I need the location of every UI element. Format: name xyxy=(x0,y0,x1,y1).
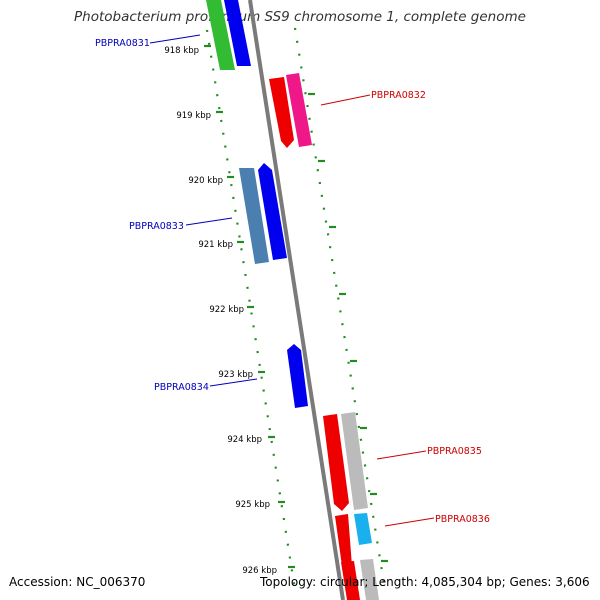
gene-pbpra0832-magenta[interactable] xyxy=(286,73,312,147)
callout-line-pbpra0835 xyxy=(376,450,427,460)
scale-label: 923 kbp xyxy=(218,370,253,380)
accession-text: Accession: NC_006370 xyxy=(9,575,146,589)
callout-line-pbpra0834 xyxy=(209,378,258,387)
gene-pbpra0834-blue[interactable] xyxy=(287,344,308,408)
gene-label-pbpra0834[interactable]: PBPRA0834 xyxy=(154,382,209,393)
callout-line-pbpra0831 xyxy=(149,34,201,44)
scale-label: 924 kbp xyxy=(227,435,262,445)
gene-pbpra0831-green[interactable] xyxy=(206,0,235,70)
gene-pbpra0833-blue[interactable] xyxy=(258,163,287,260)
gene-label-pbpra0835[interactable]: PBPRA0835 xyxy=(427,446,482,457)
scale-label: 925 kbp xyxy=(235,500,270,510)
gene-label-pbpra0831[interactable]: PBPRA0831 xyxy=(95,38,150,49)
map-title: Photobacterium profundum SS9 chromosome … xyxy=(74,9,526,25)
backbone xyxy=(248,0,345,600)
scale-label: 918 kbp xyxy=(164,46,199,56)
gene-label-pbpra0836[interactable]: PBPRA0836 xyxy=(435,514,490,525)
callout-line-pbpra0832 xyxy=(320,94,371,106)
gene-label-pbpra0832[interactable]: PBPRA0832 xyxy=(371,90,426,101)
scale-label: 921 kbp xyxy=(198,240,233,250)
major-ticks xyxy=(204,44,388,569)
gene-label-pbpra0833[interactable]: PBPRA0833 xyxy=(129,221,184,232)
genome-summary-text: Topology: circular; Length: 4,085,304 bp… xyxy=(260,575,590,589)
callout-line-pbpra0833 xyxy=(185,217,233,226)
gene-pbpra0833-steel[interactable] xyxy=(239,168,269,264)
scale-label: 919 kbp xyxy=(176,111,211,121)
gene-pbpra0836-cyan[interactable] xyxy=(354,513,372,545)
gene-pbpra0835-gray[interactable] xyxy=(341,412,368,510)
scale-label: 926 kbp xyxy=(242,566,277,576)
gene-next-red[interactable] xyxy=(341,561,360,600)
scale-label: 920 kbp xyxy=(188,176,223,186)
callout-line-pbpra0836 xyxy=(384,517,435,527)
gene-pbpra0835-red[interactable] xyxy=(323,414,349,511)
gene-next-gray[interactable] xyxy=(360,559,379,600)
gene-pbpra0832-red[interactable] xyxy=(269,77,294,148)
gene-pbpra0836-red[interactable] xyxy=(335,514,352,572)
scale-label: 922 kbp xyxy=(209,305,244,315)
gene-pbpra0831-blue[interactable] xyxy=(224,0,251,66)
